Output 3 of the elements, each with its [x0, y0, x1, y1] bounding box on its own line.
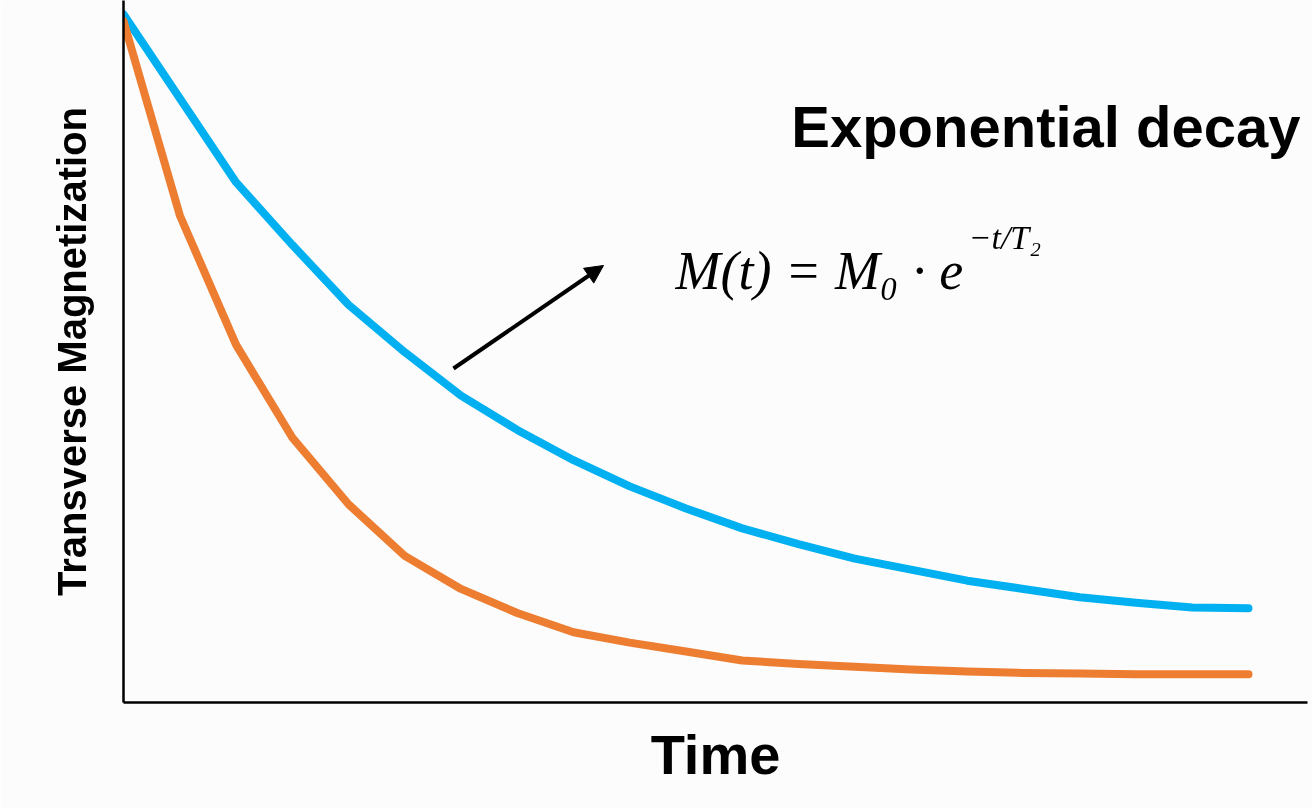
y-axis-title: Transverse Magnetization — [49, 106, 94, 597]
annotation: Exponential decay — [791, 93, 1301, 159]
x-axis-title: Time — [650, 722, 781, 786]
